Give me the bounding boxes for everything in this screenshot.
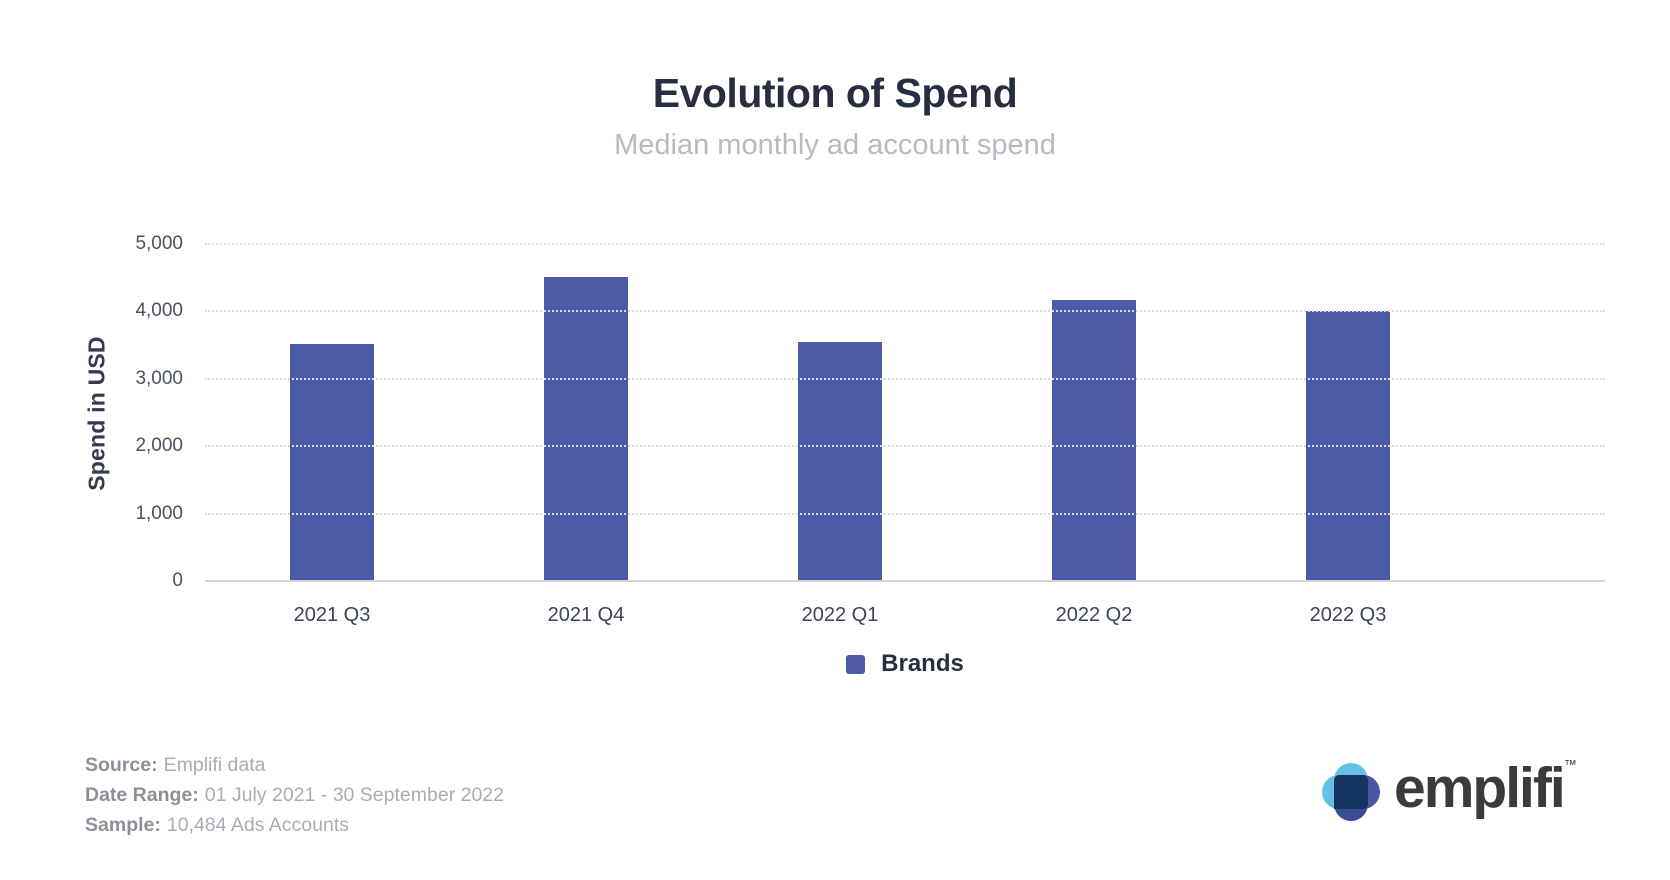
gridline-1000: 1,000 — [135, 503, 1605, 524]
bar-2022-q2 — [1052, 300, 1136, 582]
x-tick-label-2022-q1: 2022 Q1 — [801, 604, 879, 626]
clover-center-bubble — [1334, 774, 1368, 809]
bar-slot-2022-q2 — [967, 245, 1221, 582]
trademark-symbol: ™ — [1563, 757, 1577, 772]
gridline-2000: 2,000 — [135, 435, 1605, 456]
bar-2021-q3 — [290, 344, 374, 582]
x-tick-label-2022-q3: 2022 Q3 — [1309, 604, 1387, 626]
y-tick-label-2000: 2,000 — [135, 435, 183, 457]
y-tick-label-4000: 4,000 — [135, 300, 183, 322]
chart-header: Evolution of Spend Median monthly ad acc… — [0, 70, 1670, 162]
legend-label-brands: Brands — [881, 650, 964, 677]
y-tick-label-5000: 5,000 — [135, 232, 183, 254]
gridline-4000: 4,000 — [135, 300, 1605, 321]
bar-slot-2022-q1 — [713, 245, 967, 582]
chart-title: Evolution of Spend — [652, 70, 1018, 116]
date-range-value: 01 July 2021 - 30 September 2022 — [204, 784, 504, 806]
gridline-3000: 3,000 — [135, 368, 1605, 389]
plot-area: 2021 Q3 2021 Q4 2022 Q1 2022 Q2 2022 Q3 0 1,0… — [135, 233, 1605, 626]
bar-slot-2022-q3 — [1221, 245, 1475, 582]
legend-swatch-brands — [846, 654, 866, 674]
x-tick-label-2021-q3: 2021 Q3 — [293, 604, 371, 626]
bar-2022-q1 — [798, 342, 882, 582]
bar-slot-2021-q4 — [459, 245, 713, 582]
sample-line: Sample: 10,484 Ads Accounts — [85, 810, 504, 840]
bar-slot-2021-q3 — [205, 245, 459, 582]
source-line: Source: Emplifi data — [85, 750, 504, 780]
gridline-5000: 5,000 — [135, 233, 1605, 254]
chart-subtitle: Median monthly ad account spend — [614, 129, 1056, 161]
legend: Brands — [205, 650, 1605, 678]
emplifi-logo: emplifi™ — [1322, 758, 1577, 821]
bar-2021-q4 — [544, 277, 628, 582]
y-tick-label-1000: 1,000 — [135, 502, 183, 524]
emplifi-clover-icon — [1322, 762, 1380, 821]
x-axis-baseline: 0 — [172, 570, 1605, 591]
x-tick-label-2021-q4: 2021 Q4 — [547, 604, 625, 626]
y-tick-label-3000: 3,000 — [135, 367, 183, 389]
sample-label: Sample: — [85, 814, 161, 836]
date-range-line: Date Range: 01 July 2021 - 30 September 2… — [85, 780, 504, 810]
source-value: Emplifi data — [163, 754, 266, 776]
bar-series-brands — [205, 245, 1475, 582]
y-tick-label-0: 0 — [172, 569, 183, 591]
x-axis-labels: 2021 Q3 2021 Q4 2022 Q1 2022 Q2 2022 Q3 — [205, 604, 1475, 627]
emplifi-wordmark: emplifi™ — [1394, 756, 1577, 820]
sample-value: 10,484 Ads Accounts — [166, 814, 349, 836]
source-label: Source: — [85, 754, 158, 776]
y-axis-title: Spend in USD — [83, 336, 110, 491]
date-range-label: Date Range: — [85, 784, 199, 806]
x-tick-label-2022-q2: 2022 Q2 — [1055, 604, 1133, 626]
footer-metadata: Source: Emplifi data Date Range: 01 July 2… — [85, 750, 504, 840]
